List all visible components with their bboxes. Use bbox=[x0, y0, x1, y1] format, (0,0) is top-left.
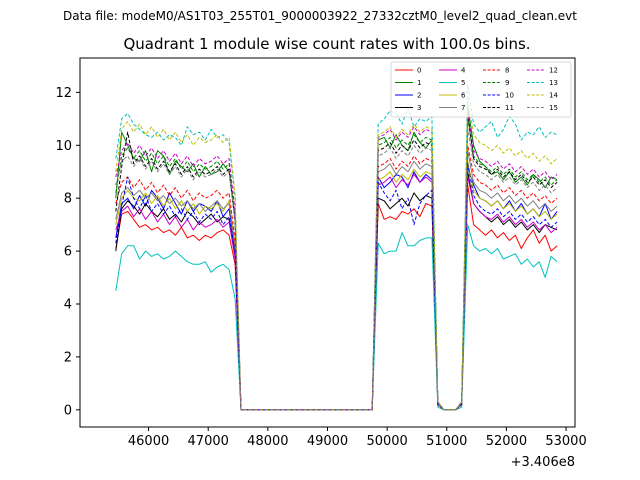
legend-label-10: 10 bbox=[505, 92, 514, 100]
legend-label-12: 12 bbox=[549, 67, 558, 75]
x-tick-label: 47000 bbox=[188, 434, 229, 449]
legend-label-8: 8 bbox=[505, 67, 509, 75]
legend-label-15: 15 bbox=[549, 104, 558, 112]
legend-label-4: 4 bbox=[461, 67, 466, 75]
x-tick-label: 52000 bbox=[486, 434, 527, 449]
y-tick-label: 12 bbox=[55, 86, 72, 101]
x-tick-label: 46000 bbox=[128, 434, 169, 449]
y-tick-label: 0 bbox=[64, 403, 72, 418]
chart-suptitle: Data file: modeM0/AS1T03_255T01_90000039… bbox=[63, 9, 577, 23]
series-line-3 bbox=[115, 171, 558, 411]
series-line-15 bbox=[115, 128, 558, 411]
legend-label-7: 7 bbox=[461, 104, 465, 112]
series-line-13 bbox=[115, 84, 558, 411]
legend-box bbox=[390, 61, 572, 118]
series-line-1 bbox=[115, 105, 558, 411]
y-tick-label: 4 bbox=[64, 298, 72, 313]
legend-label-13: 13 bbox=[549, 79, 558, 87]
series-line-2 bbox=[115, 166, 558, 411]
x-tick-label: 48000 bbox=[247, 434, 288, 449]
y-axis: 0 2 4 6 8 10 12 bbox=[55, 86, 80, 418]
legend-label-9: 9 bbox=[505, 79, 509, 87]
x-tick-label: 50000 bbox=[366, 434, 407, 449]
chart-title: Quadrant 1 module wise count rates with … bbox=[123, 35, 530, 53]
y-tick-label: 6 bbox=[64, 245, 72, 260]
series-line-11 bbox=[115, 113, 558, 411]
y-tick-label: 8 bbox=[64, 192, 72, 207]
legend-label-5: 5 bbox=[461, 79, 465, 87]
legend-label-1: 1 bbox=[417, 79, 421, 87]
legend-label-0: 0 bbox=[417, 67, 421, 75]
series-line-14 bbox=[115, 97, 558, 411]
series-line-12 bbox=[115, 110, 558, 411]
series-line-8 bbox=[115, 144, 558, 411]
series-line-5 bbox=[115, 224, 558, 411]
x-tick-label: 53000 bbox=[545, 434, 586, 449]
x-tick-label: 51000 bbox=[426, 434, 467, 449]
x-axis: 46000 47000 48000 49000 50000 51000 52000 53000 bbox=[128, 427, 587, 449]
y-tick-label: 2 bbox=[64, 350, 72, 365]
legend-label-11: 11 bbox=[505, 104, 514, 112]
legend-label-6: 6 bbox=[461, 92, 466, 100]
legend-label-2: 2 bbox=[417, 92, 421, 100]
legend-label-14: 14 bbox=[549, 92, 558, 100]
series-line-6 bbox=[115, 160, 558, 411]
x-tick-label: 49000 bbox=[307, 434, 348, 449]
series-line-10 bbox=[115, 163, 558, 411]
series-layer bbox=[115, 84, 558, 411]
y-tick-label: 10 bbox=[55, 139, 72, 154]
x-offset-label: +3.406e8 bbox=[511, 455, 575, 470]
legend-label-3: 3 bbox=[417, 104, 421, 112]
